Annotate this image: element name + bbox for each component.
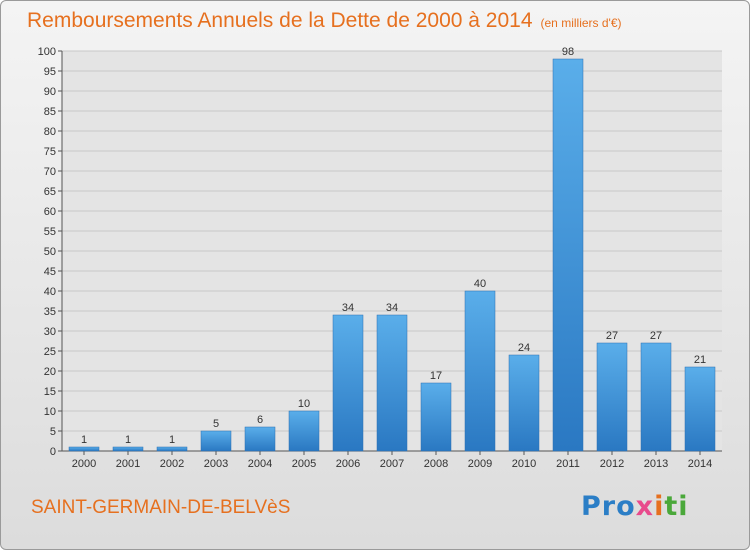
bar xyxy=(420,382,452,452)
chart-unit: (en milliers d'€) xyxy=(540,16,622,30)
data-label: 34 xyxy=(342,302,354,314)
bar xyxy=(200,430,232,452)
x-tick-label: 2012 xyxy=(600,458,624,470)
bar xyxy=(684,366,716,452)
chart-title: Remboursements Annuels de la Dette de 20… xyxy=(27,9,622,33)
x-tick-label: 2000 xyxy=(72,458,96,470)
y-tick-label: 90 xyxy=(44,86,56,98)
y-tick-label: 60 xyxy=(44,206,56,218)
y-tick-label: 100 xyxy=(38,46,56,58)
bar xyxy=(640,342,672,452)
bar xyxy=(508,354,540,452)
y-tick-label: 30 xyxy=(44,326,56,338)
data-label: 10 xyxy=(298,398,310,410)
y-tick-label: 40 xyxy=(44,286,56,298)
x-tick-label: 2001 xyxy=(116,458,140,470)
y-tick-label: 45 xyxy=(44,266,56,278)
y-tick-label: 70 xyxy=(44,166,56,178)
data-label: 98 xyxy=(562,46,574,58)
bar xyxy=(596,342,628,452)
y-tick-label: 15 xyxy=(44,386,56,398)
data-label: 6 xyxy=(257,414,263,426)
chart-title-text: Remboursements Annuels de la Dette de 20… xyxy=(27,9,533,32)
data-label: 1 xyxy=(169,434,175,446)
bar xyxy=(68,446,100,452)
bar xyxy=(156,446,188,452)
y-tick-label: 20 xyxy=(44,366,56,378)
y-tick-label: 80 xyxy=(44,126,56,138)
bar xyxy=(332,314,364,452)
bar xyxy=(376,314,408,452)
x-tick-label: 2005 xyxy=(292,458,316,470)
data-label: 27 xyxy=(606,330,618,342)
x-tick-label: 2003 xyxy=(204,458,228,470)
x-tick-label: 2002 xyxy=(160,458,184,470)
x-tick-label: 2011 xyxy=(556,458,580,470)
data-label: 21 xyxy=(694,354,706,366)
data-label: 5 xyxy=(213,418,219,430)
x-tick-label: 2010 xyxy=(512,458,536,470)
x-tick-label: 2007 xyxy=(380,458,404,470)
y-tick-label: 95 xyxy=(44,66,56,78)
bar xyxy=(464,290,496,452)
x-tick-label: 2009 xyxy=(468,458,492,470)
data-label: 1 xyxy=(81,434,87,446)
data-label: 17 xyxy=(430,370,442,382)
proxiti-logo: Proxiti xyxy=(581,491,689,522)
x-tick-label: 2014 xyxy=(688,458,712,470)
bars xyxy=(68,58,716,452)
y-tick-label: 10 xyxy=(44,406,56,418)
bar xyxy=(552,58,584,452)
bar xyxy=(112,446,144,452)
y-tick-label: 65 xyxy=(44,186,56,198)
y-tick-label: 55 xyxy=(44,226,56,238)
y-tick-label: 50 xyxy=(44,246,56,258)
data-label: 40 xyxy=(474,278,486,290)
data-label: 24 xyxy=(518,342,530,354)
y-tick-label: 5 xyxy=(50,426,56,438)
y-tick-label: 85 xyxy=(44,106,56,118)
x-tick-label: 2004 xyxy=(248,458,272,470)
commune-name: SAINT-GERMAIN-DE-BELVèS xyxy=(31,497,291,518)
bar xyxy=(244,426,276,452)
x-tick-label: 2008 xyxy=(424,458,448,470)
x-tick-label: 2006 xyxy=(336,458,360,470)
y-tick-label: 25 xyxy=(44,346,56,358)
y-tick-label: 0 xyxy=(50,446,56,458)
data-label: 34 xyxy=(386,302,398,314)
bar xyxy=(288,410,320,452)
x-tick-label: 2013 xyxy=(644,458,668,470)
labels: 0510152025303540455055606570758085909510… xyxy=(38,46,713,470)
y-tick-label: 35 xyxy=(44,306,56,318)
y-tick-label: 75 xyxy=(44,146,56,158)
data-label: 27 xyxy=(650,330,662,342)
data-label: 1 xyxy=(125,434,131,446)
